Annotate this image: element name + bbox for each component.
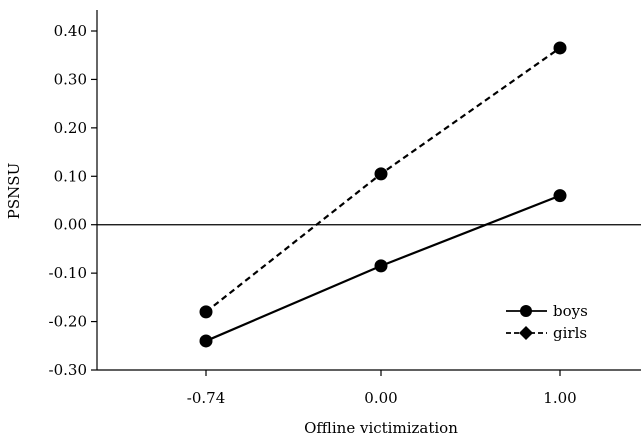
y-tick-label: -0.20 — [49, 313, 87, 331]
y-tick-label: 0.40 — [54, 22, 87, 40]
legend-boys-label: boys — [553, 302, 588, 320]
legend-girls-label: girls — [553, 324, 587, 342]
x-tick-label: 0.00 — [364, 389, 397, 407]
y-tick-label: 0.20 — [54, 119, 87, 137]
data-point-boys — [199, 334, 213, 348]
series-layer — [199, 41, 567, 348]
data-point-girls — [199, 305, 213, 319]
x-tick-label: -0.74 — [187, 389, 225, 407]
y-tick-label: -0.30 — [49, 361, 87, 379]
data-point-boys — [553, 189, 567, 203]
x-tick-label: 1.00 — [543, 389, 576, 407]
legend-girls-marker — [519, 326, 533, 340]
y-tick-label: -0.10 — [49, 264, 87, 282]
legend: boys girls — [506, 302, 588, 342]
data-point-boys — [374, 259, 388, 273]
legend-entry-girls: girls — [506, 324, 587, 342]
y-tick-label: 0.10 — [54, 167, 87, 185]
legend-entry-boys: boys — [506, 302, 588, 320]
x-axis-label: Offline victimization — [304, 419, 458, 437]
data-point-girls — [374, 167, 388, 181]
data-point-girls — [553, 41, 567, 55]
legend-boys-marker — [520, 305, 532, 317]
y-tick-label: 0.00 — [54, 216, 87, 234]
x-axis-ticks: -0.74 0.00 1.00 — [187, 370, 577, 407]
y-axis-label: PSNSU — [5, 163, 23, 219]
plot-area — [96, 10, 641, 371]
y-tick-label: 0.30 — [54, 70, 87, 88]
y-axis-ticks: 0.40 0.30 0.20 0.10 0.00 -0.10 -0.20 -0.30 — [49, 22, 97, 379]
